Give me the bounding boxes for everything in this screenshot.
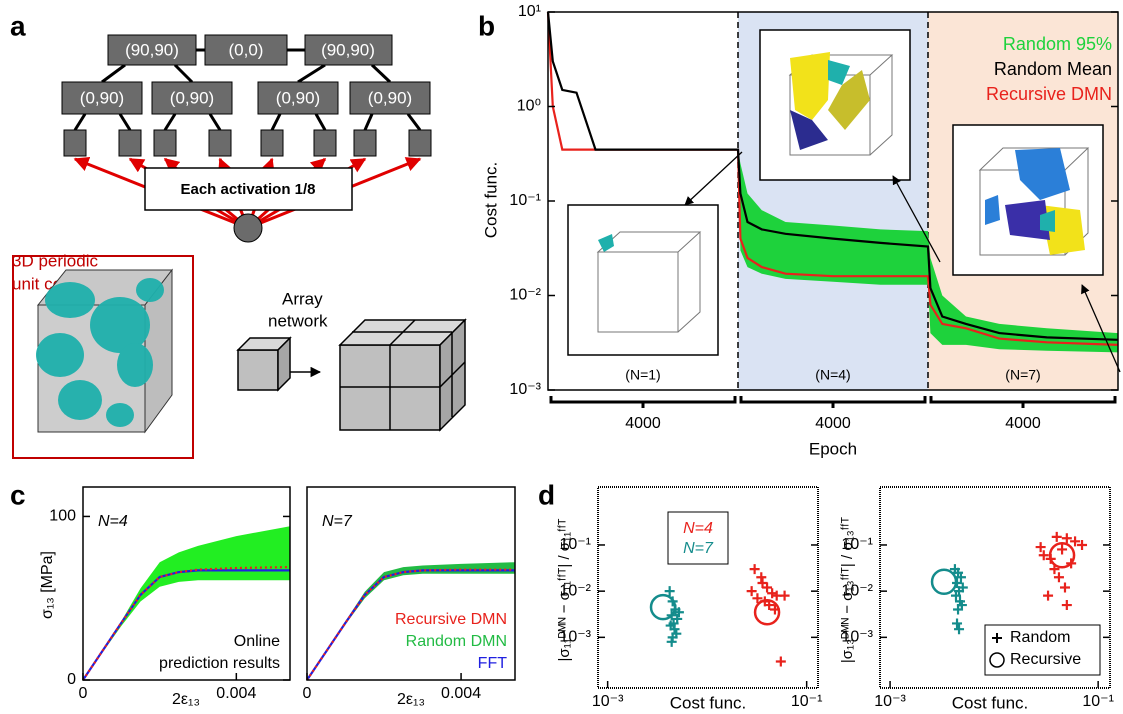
panel-label: b: [478, 10, 495, 41]
y-tick-label: 0: [67, 671, 76, 688]
x-tick-label: 10⁻¹: [1082, 693, 1114, 710]
node-label: (90,90): [125, 40, 179, 59]
inset: [760, 30, 910, 180]
node-label: (0,90): [170, 88, 214, 107]
x-tick-label: 10⁻³: [592, 693, 624, 710]
annotation: prediction results: [159, 655, 280, 672]
x-axis-label: 2ε₁₃: [397, 691, 425, 708]
annotation: N=4: [98, 513, 128, 530]
x-tick-label: 0: [303, 685, 312, 702]
y-tick-label: 10⁻²: [559, 582, 591, 599]
legend-label: FFT: [478, 655, 508, 672]
y-tick-label: 10⁻³: [841, 629, 873, 646]
y-tick-label: 10⁻¹: [559, 536, 591, 553]
y-tick-label: 10⁻³: [559, 629, 591, 646]
array-label: Array: [282, 289, 323, 308]
panel-label: d: [538, 479, 555, 510]
legend-label: Recursive: [1010, 651, 1081, 668]
stage-label: (N=7): [1005, 367, 1040, 383]
stage-epochs: 4000: [815, 415, 851, 432]
legend-label: Recursive DMN: [395, 611, 507, 628]
node-label: (0,90): [80, 88, 124, 107]
annotation: N=7: [322, 513, 353, 530]
x-tick-label: 0: [79, 685, 88, 702]
y-tick-label: 10⁻³: [509, 381, 541, 398]
legend-label: Random: [1010, 629, 1070, 646]
x-axis-label: 2ε₁₃: [172, 691, 200, 708]
stage-label: (N=4): [815, 367, 850, 383]
y-tick-label: 10⁻²: [509, 287, 541, 304]
node-label: (90,90): [321, 40, 375, 59]
legend-label: N=7: [683, 540, 714, 557]
y-tick-label: 10¹: [518, 3, 541, 20]
stage-epochs: 4000: [1005, 415, 1041, 432]
legend-label: Random DMN: [406, 633, 507, 650]
inset: [953, 125, 1103, 275]
y-axis-label: Cost func.: [481, 162, 500, 239]
x-axis-label: Cost func.: [670, 693, 747, 712]
figure: a b c d (90,90) (0,0) (90,90) (0,90) (0,…: [0, 0, 1123, 714]
input-node: [234, 214, 262, 242]
stage-epochs: 4000: [625, 415, 661, 432]
x-tick-label: 0.004: [441, 685, 481, 702]
y-axis-label: σ₁₃ [MPa]: [39, 551, 56, 619]
legend-label: N=4: [683, 520, 713, 537]
unit-cell-cube: [36, 270, 172, 432]
x-tick-label: 10⁻³: [874, 693, 906, 710]
node-label: (0,90): [276, 88, 320, 107]
legend: Random Recursive: [985, 625, 1100, 675]
activation-text: Each activation 1/8: [180, 181, 315, 198]
legend-label: Recursive DMN: [986, 84, 1112, 104]
node-label: (0,0): [229, 40, 264, 59]
node-label: (0,90): [368, 88, 412, 107]
inset: [568, 205, 718, 355]
panel-label: a: [10, 10, 26, 41]
y-tick-label: 10⁰: [517, 98, 541, 115]
x-axis-label: Epoch: [809, 439, 857, 458]
legend-label: Random 95%: [1003, 34, 1112, 54]
y-tick-label: 10⁻²: [841, 582, 873, 599]
stage-label: (N=1): [625, 367, 660, 383]
y-tick-label: 10⁻¹: [509, 192, 541, 209]
panel-label: c: [10, 479, 26, 510]
x-tick-label: 10⁻¹: [791, 693, 823, 710]
annotation: Online: [234, 633, 280, 650]
y-tick-label: 100: [49, 508, 76, 525]
legend-label: Random Mean: [994, 59, 1112, 79]
x-tick-label: 0.004: [216, 685, 256, 702]
x-axis-label: Cost func.: [952, 693, 1029, 712]
y-tick-label: 10⁻¹: [841, 536, 873, 553]
unit-cell-label: 3D periodic: [12, 251, 98, 270]
array-label: network: [268, 311, 328, 330]
